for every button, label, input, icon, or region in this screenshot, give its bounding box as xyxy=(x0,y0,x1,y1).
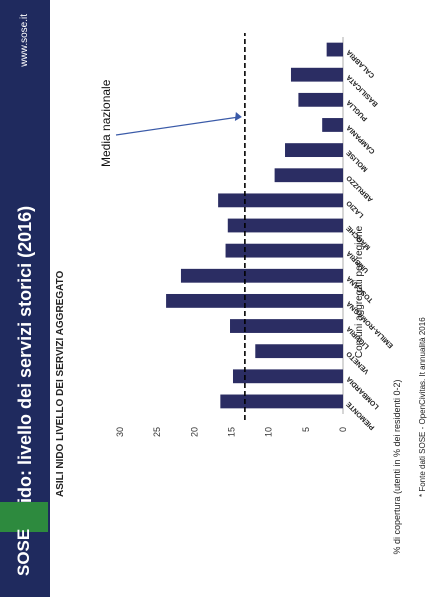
logo-panel: SOSE xyxy=(0,502,48,597)
national-average-label: Media nazionale xyxy=(99,79,113,167)
logo-text: SOSE xyxy=(14,528,33,576)
y-axis-title: % di copertura (utenti in % dei resident… xyxy=(392,379,402,554)
bar xyxy=(232,369,343,384)
x-axis-title: Comuni aggregati per regione xyxy=(354,225,365,358)
x-tick-label: EMILIA-ROMAGNA xyxy=(345,299,394,348)
bar xyxy=(225,243,343,258)
bar xyxy=(290,67,344,82)
arrow-icon xyxy=(115,116,239,136)
y-tick-label: 0 xyxy=(338,427,348,432)
y-tick-label: 15 xyxy=(227,427,237,437)
y-tick-label: 30 xyxy=(115,427,125,437)
x-tick-label: ABRUZZO xyxy=(345,173,375,203)
bar xyxy=(274,168,344,183)
bar xyxy=(227,218,344,233)
x-tick-label: LAZIO xyxy=(345,199,365,219)
bar xyxy=(326,42,343,57)
y-tick-label: 10 xyxy=(264,427,274,437)
arrowhead-icon xyxy=(234,112,242,121)
bar xyxy=(322,118,344,132)
logo-green-accent xyxy=(0,502,48,532)
bar xyxy=(166,293,343,308)
y-tick-label: 5 xyxy=(301,427,311,432)
bar xyxy=(180,268,343,283)
y-tick-label: 20 xyxy=(189,427,199,437)
bar xyxy=(218,193,343,208)
bar xyxy=(298,92,343,107)
bar xyxy=(230,319,343,333)
source-note: * Fonte dati SOSE - OpenCivitas. It annu… xyxy=(418,317,427,497)
x-tick-label: PUGLIA xyxy=(345,98,369,122)
bar xyxy=(285,143,343,158)
bar xyxy=(255,344,343,359)
x-tick-label: MOLISE xyxy=(345,148,369,172)
bar xyxy=(220,394,344,409)
y-tick-label: 25 xyxy=(152,427,162,437)
